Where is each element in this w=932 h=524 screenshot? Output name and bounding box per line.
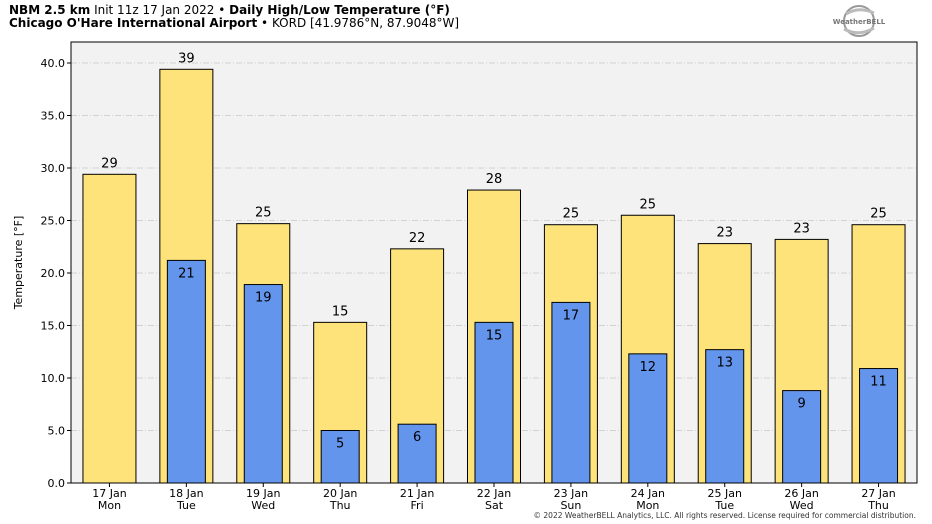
low-temp-bar: [705, 349, 745, 484]
bullet-separator: •: [261, 16, 269, 30]
logo-text: WeatherBELL: [833, 18, 886, 26]
x-tick-day-label: Sun: [560, 499, 581, 512]
copyright-footer: © 2022 WeatherBELL Analytics, LLC. All r…: [533, 511, 916, 520]
y-tick-label: 20.0: [41, 267, 66, 280]
x-tick-date-label: 25 Jan: [708, 487, 742, 500]
y-tick-label: 25.0: [41, 215, 66, 228]
x-tick-date-label: 19 Jan: [246, 487, 280, 500]
y-tick-label: 10.0: [41, 372, 66, 385]
low-temp-bar: [320, 430, 360, 484]
high-temp-label: 23: [716, 226, 733, 241]
high-temp-label: 25: [870, 207, 887, 222]
y-tick-label: 40.0: [41, 57, 66, 70]
x-tick-date-label: 21 Jan: [400, 487, 434, 500]
station-name: Chicago O'Hare International Airport: [9, 16, 258, 30]
x-tick-day-label: Fri: [411, 499, 424, 512]
high-temp-label: 25: [640, 197, 657, 212]
x-tick-date-label: 27 Jan: [861, 487, 895, 500]
x-tick-date-label: 22 Jan: [477, 487, 511, 500]
low-temp-bar: [166, 259, 206, 484]
x-tick-date-label: 18 Jan: [169, 487, 203, 500]
x-tick-date-label: 17 Jan: [92, 487, 126, 500]
low-temp-bar: [551, 301, 591, 484]
high-temp-label: 22: [409, 231, 426, 246]
station-code: KORD [41.9786°N, 87.9048°W]: [271, 16, 460, 30]
high-temp-label: 25: [255, 206, 272, 221]
low-temp-bar: [243, 284, 283, 484]
y-tick-label: 15.0: [41, 320, 66, 333]
low-temp-label: 17: [563, 308, 580, 323]
low-temp-label: 5: [336, 437, 344, 452]
x-tick-date-label: 24 Jan: [631, 487, 665, 500]
high-temp-label: 15: [332, 304, 349, 319]
x-tick-day-label: Thu: [867, 499, 889, 512]
low-temp-bar: [859, 368, 899, 484]
x-tick-day-label: Mon: [636, 499, 659, 512]
high-temp-bar: [82, 173, 137, 484]
x-tick-date-label: 20 Jan: [323, 487, 357, 500]
y-tick-label: 35.0: [41, 110, 66, 123]
x-tick-day-label: Thu: [329, 499, 351, 512]
high-temp-label: 29: [101, 156, 118, 171]
x-tick-day-label: Tue: [714, 499, 734, 512]
chart-header-line2: Chicago O'Hare International Airport • K…: [9, 16, 459, 30]
high-temp-label: 39: [178, 51, 195, 66]
low-temp-bar: [782, 390, 822, 484]
plot-frame: [70, 41, 918, 484]
weatherbell-logo-icon: WeatherBELL: [830, 4, 888, 38]
model-name: NBM 2.5 km: [9, 3, 91, 17]
low-temp-label: 21: [178, 266, 195, 281]
low-temp-label: 6: [413, 430, 421, 445]
low-temp-bar: [397, 423, 437, 484]
x-tick-day-label: Wed: [251, 499, 275, 512]
x-tick-date-label: 26 Jan: [784, 487, 818, 500]
high-temp-label: 25: [563, 207, 580, 222]
y-tick-label: 5.0: [48, 425, 66, 438]
low-temp-label: 9: [797, 397, 805, 412]
y-tick-label: 30.0: [41, 162, 66, 175]
y-axis-label: Temperature [°F]: [12, 216, 25, 311]
chart-header-line1: NBM 2.5 km Init 11z 17 Jan 2022 • Daily …: [9, 3, 450, 17]
bullet-separator: •: [218, 3, 226, 17]
low-temp-bar: [474, 321, 514, 484]
x-tick-day-label: Mon: [98, 499, 121, 512]
y-tick-label: 0.0: [48, 477, 66, 490]
high-temp-label: 28: [486, 172, 503, 187]
high-temp-label: 23: [793, 221, 810, 236]
low-temp-label: 11: [870, 375, 887, 390]
product-name: Daily High/Low Temperature (°F): [229, 3, 450, 17]
low-temp-bar: [628, 353, 668, 484]
low-temp-label: 15: [486, 328, 503, 343]
init-time: Init 11z 17 Jan 2022: [94, 3, 215, 17]
low-temp-label: 19: [255, 291, 272, 306]
low-temp-label: 13: [716, 356, 733, 371]
x-tick-day-label: Wed: [790, 499, 814, 512]
x-tick-date-label: 23 Jan: [554, 487, 588, 500]
x-tick-day-label: Sat: [485, 499, 504, 512]
x-tick-day-label: Tue: [176, 499, 196, 512]
low-temp-label: 12: [640, 360, 657, 375]
